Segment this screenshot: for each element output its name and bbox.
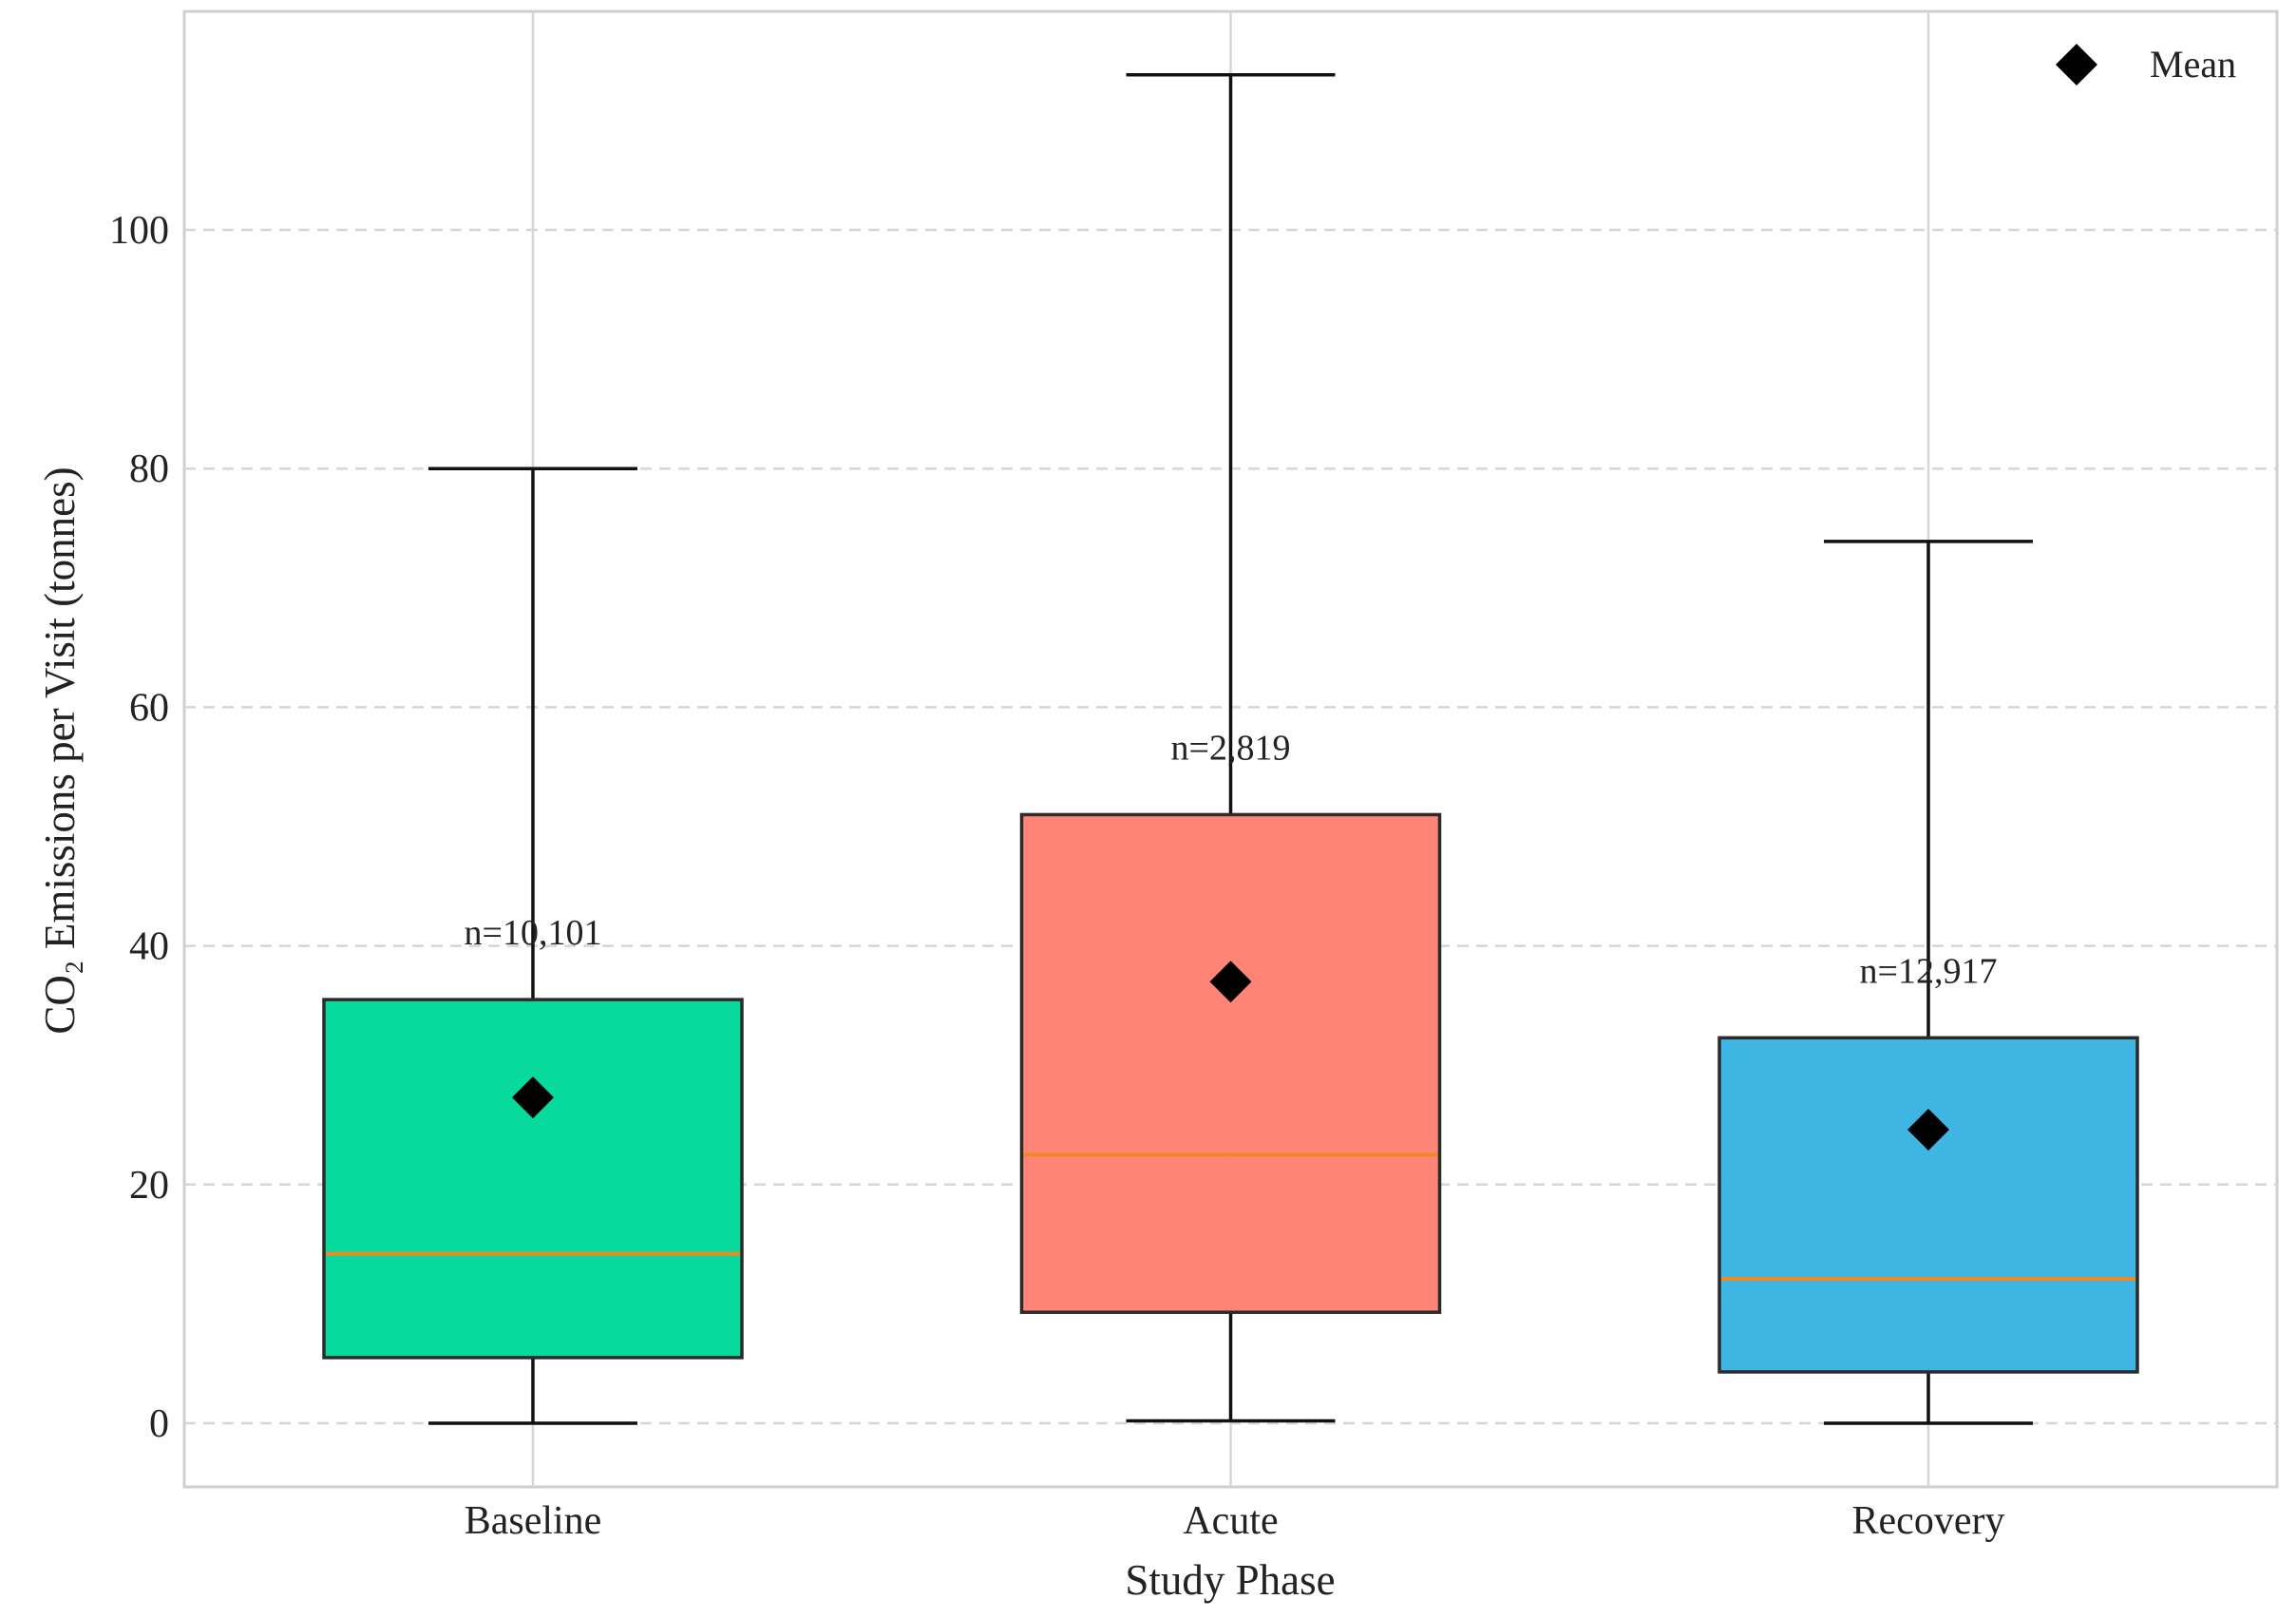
box-group-1: n=2,819 — [1019, 72, 1442, 1423]
x-tick-label-2: Recovery — [1852, 1499, 2005, 1543]
y-axis: 0 20 40 60 80 100 — [109, 209, 169, 1446]
n-label-0: n=10,101 — [465, 913, 602, 953]
x-tick-label-1: Acute — [1183, 1499, 1278, 1543]
box-series: n=10,101 n=2,819 n=12,917 — [322, 72, 2139, 1425]
legend-mean-diamond-icon — [2056, 44, 2097, 86]
box-1 — [1019, 812, 1442, 1314]
n-label-1: n=2,819 — [1171, 728, 1291, 768]
box-group-0: n=10,101 — [322, 466, 744, 1425]
mean-marker-1 — [1209, 961, 1252, 1003]
y-tick-label-80: 80 — [129, 447, 169, 491]
mean-marker-0 — [512, 1076, 554, 1119]
y-tick-label-0: 0 — [149, 1402, 169, 1446]
y-tick-label-40: 40 — [129, 925, 169, 969]
y-axis-label: CO₂ Emissions per Visit (tonnes) — [36, 466, 84, 1034]
legend: Mean — [2056, 43, 2236, 86]
x-tick-label-0: Baseline — [465, 1499, 602, 1543]
x-axis-label: Study Phase — [1125, 1556, 1335, 1604]
n-label-2: n=12,917 — [1860, 951, 1998, 991]
mean-marker-2 — [1907, 1109, 1949, 1152]
y-tick-label-100: 100 — [109, 209, 169, 253]
box-2 — [1717, 1036, 2139, 1374]
y-tick-label-60: 60 — [129, 686, 169, 730]
y-tick-label-20: 20 — [129, 1164, 169, 1208]
box-0 — [322, 998, 744, 1360]
legend-mean-label: Mean — [2150, 43, 2236, 86]
x-axis: Baseline Acute Recovery — [465, 1499, 2005, 1543]
box-group-2: n=12,917 — [1717, 540, 2139, 1425]
